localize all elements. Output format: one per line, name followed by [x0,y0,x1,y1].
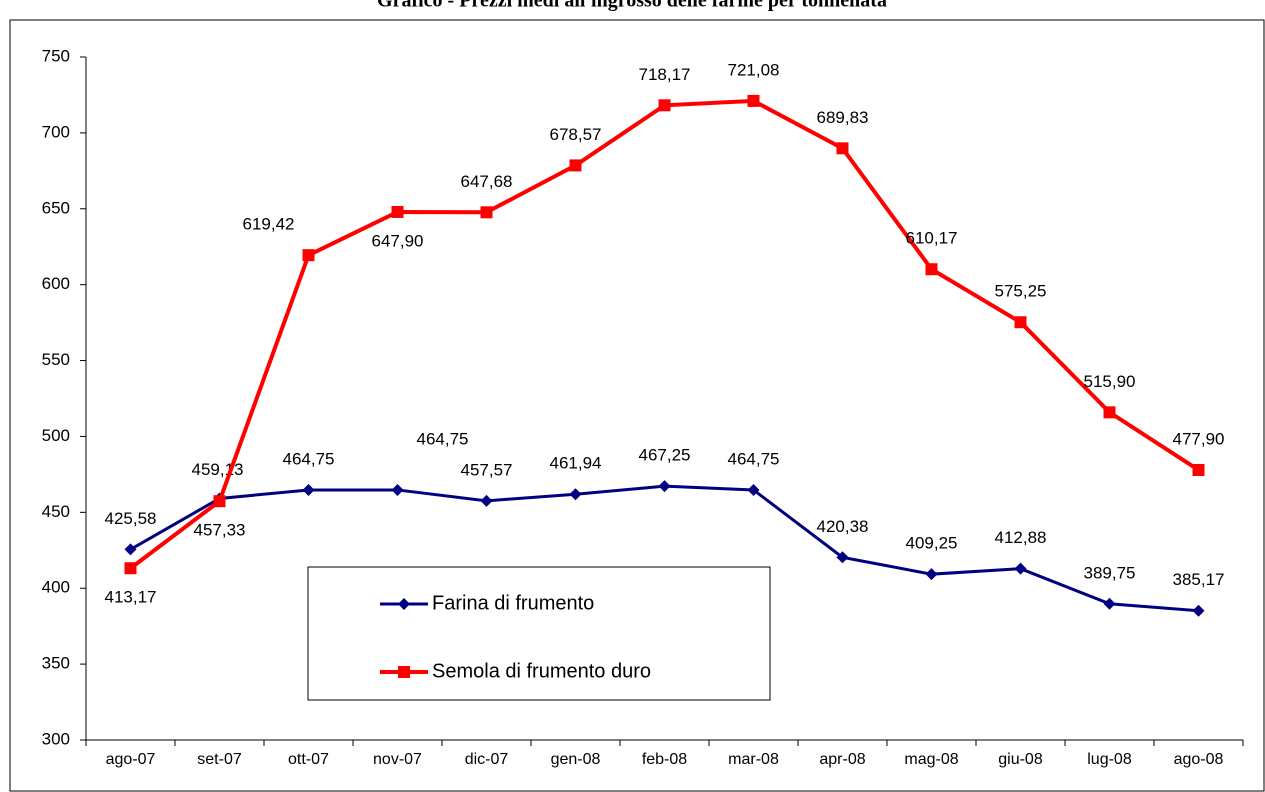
data-label: 457,57 [461,460,513,479]
y-tick-label: 500 [42,426,70,445]
legend-label: Semola di frumento duro [432,660,651,682]
marker [1192,604,1205,617]
data-label: 575,25 [995,282,1047,301]
y-tick-label: 350 [42,654,70,673]
chart-title: Grafico - Prezzi medi all'ingrosso delle… [377,0,887,12]
marker [124,562,137,575]
marker [391,205,404,218]
x-tick-label: apr-08 [819,751,865,768]
data-label: 389,75 [1084,563,1136,582]
x-tick-label: dic-07 [465,751,509,768]
marker [1103,597,1116,610]
marker [391,483,404,496]
x-tick-label: ago-08 [1174,751,1224,768]
x-tick-label: giu-08 [998,751,1043,768]
marker [124,543,137,556]
x-tick-label: mar-08 [728,751,779,768]
data-label: 412,88 [995,528,1047,547]
marker [302,249,315,262]
x-tick-label: lug-08 [1087,751,1132,768]
marker [836,551,849,564]
x-tick-label: nov-07 [373,751,422,768]
marker [302,483,315,496]
y-tick-label: 650 [42,198,70,217]
data-label: 425,58 [105,509,157,528]
data-label: 689,83 [817,108,869,127]
marker [569,488,582,501]
marker [747,483,760,496]
data-label: 409,25 [906,534,958,553]
legend-marker [398,666,410,678]
data-label: 461,94 [550,454,602,473]
x-tick-label: feb-08 [642,751,687,768]
data-label: 721,08 [728,60,780,79]
y-tick-label: 450 [42,502,70,521]
data-label: 420,38 [817,517,869,536]
data-label: 610,17 [906,229,958,248]
y-tick-label: 400 [42,578,70,597]
x-tick-label: gen-08 [551,751,601,768]
y-tick-label: 750 [42,46,70,65]
y-tick-label: 700 [42,122,70,141]
marker [213,495,226,508]
marker [1014,316,1027,329]
data-label: 457,33 [194,521,246,540]
marker [1192,463,1205,476]
marker [658,99,671,112]
x-tick-label: ott-07 [288,751,329,768]
marker [658,480,671,493]
data-label: 385,17 [1173,570,1225,589]
marker [747,94,760,107]
x-tick-label: set-07 [197,751,242,768]
data-label: 619,42 [243,215,295,234]
marker [480,494,493,507]
marker [836,142,849,155]
x-tick-label: ago-07 [106,751,156,768]
y-tick-label: 300 [42,729,70,748]
data-label: 678,57 [550,125,602,144]
marker [925,568,938,581]
data-label: 467,25 [639,446,691,465]
marker [1103,406,1116,419]
y-tick-label: 550 [42,350,70,369]
y-tick-label: 600 [42,274,70,293]
marker [925,263,938,276]
data-label: 477,90 [1173,429,1225,448]
data-label: 464,75 [728,449,780,468]
data-label: 464,75 [283,449,335,468]
data-label: 459,13 [192,460,244,479]
data-label: 647,68 [461,172,513,191]
x-tick-label: mag-08 [904,751,958,768]
marker [480,206,493,219]
legend-box [307,566,771,701]
data-label: 647,90 [372,231,424,250]
marker [1014,562,1027,575]
legend-label: Farina di frumento [432,592,594,614]
marker [569,159,582,172]
legend-marker [398,598,410,610]
data-label: 515,90 [1084,372,1136,391]
data-label: 464,75 [417,429,469,448]
data-label: 718,17 [639,65,691,84]
data-label: 413,17 [105,588,157,607]
